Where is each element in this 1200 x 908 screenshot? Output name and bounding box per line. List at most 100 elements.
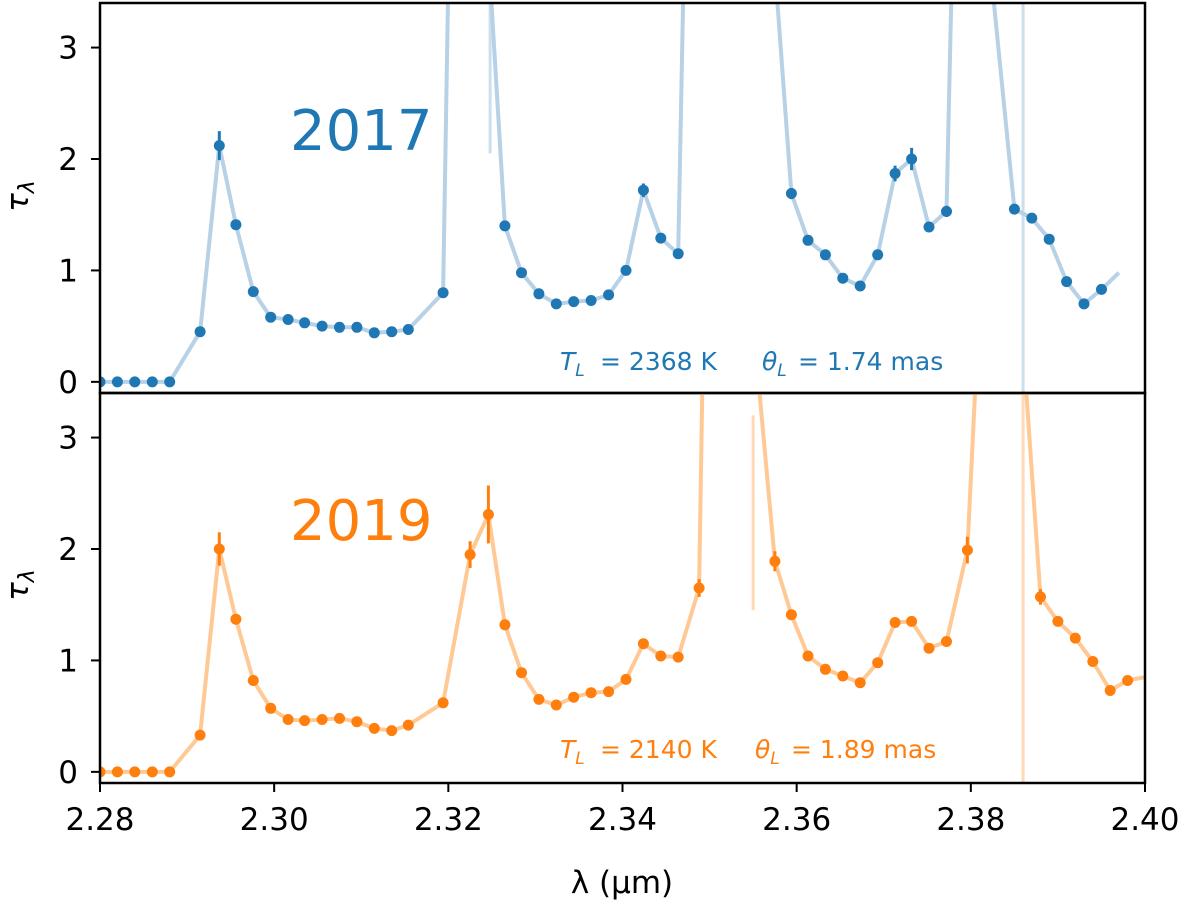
ylabel-2019: τλ [0,569,40,601]
data-point-2017 [230,219,242,231]
data-point-2017 [872,249,884,261]
data-point-2017 [351,321,363,333]
data-point-2017 [129,376,141,388]
data-point-2019 [603,686,615,698]
axes-frame-2019 [98,391,1147,785]
data-point-2019 [1104,685,1116,696]
data-point-2019 [941,636,952,647]
data-point-2019 [620,673,632,685]
xtick-label: 2.38 [936,802,1005,838]
data-point-2019 [854,677,866,689]
data-point-2017 [402,324,414,335]
xtick-label: 2.40 [1110,802,1179,838]
data-point-2017 [1096,283,1107,295]
data-point-2019 [655,650,667,662]
xtick-label: 2.32 [414,802,483,838]
svg-text:θL: θL [762,347,787,381]
data-point-2017 [1026,212,1038,224]
data-point-2019 [872,657,884,669]
data-point-2019 [230,613,242,625]
data-point-2017 [1078,298,1090,310]
data-point-2019 [213,543,225,555]
data-point-2017 [146,376,158,388]
data-point-2019 [568,691,580,703]
theta-l-2017: 1.74 mas [827,347,943,376]
data-point-2017 [672,248,684,260]
data-point-2017 [111,376,123,388]
data-point-2019 [533,693,545,705]
data-point-2019 [482,509,494,520]
data-point-2017 [334,321,345,333]
data-point-2017 [194,326,206,338]
xtick-label: 2.36 [762,802,831,838]
svg-text:= 2368 K: = 2368 K [600,347,717,376]
svg-text:TL: TL [560,735,585,769]
data-point-2019 [819,663,831,675]
svg-text:= 1.74 mas: = 1.74 mas [798,347,943,376]
xtick-label: 2.34 [588,802,657,838]
series-line-2017 [991,3,1121,306]
ytick-label: 0 [58,755,78,791]
data-point-2017 [785,188,797,199]
ytick-label: 0 [58,365,78,401]
data-point-2019 [386,725,398,737]
panel-2019: 0 1 2 3 [58,391,1147,791]
data-point-2017 [568,296,580,308]
ytick-label: 3 [58,31,78,67]
data-point-2019 [550,699,562,711]
panel-2017: 0 1 2 3 [58,1,1147,401]
data-point-2017 [655,232,667,244]
data-point-2019 [368,722,380,734]
data-point-2017 [1043,233,1055,245]
data-point-2017 [1008,203,1020,215]
data-point-2017 [499,220,511,232]
data-point-2017 [265,311,277,323]
series-line-2019 [757,393,978,685]
annotation-2017: TL = 2368 K θL = 1.74 mas [560,347,943,381]
data-point-2017 [637,184,649,196]
data-point-2017 [533,288,545,300]
svg-text:= 2140 K: = 2140 K [600,735,717,764]
data-point-2019 [1087,656,1099,667]
data-point-2017 [386,326,398,338]
data-point-2017 [282,314,294,325]
xlabel: λ (μm) [571,865,673,901]
data-point-2017 [802,234,814,246]
data-point-2017 [316,320,328,332]
data-point-2017 [603,289,615,301]
data-point-2019 [693,582,705,594]
data-point-2017 [620,264,632,276]
annotation-2019: TL = 2140 K θL = 1.89 mas [560,735,936,769]
data-point-2019 [164,766,176,778]
data-point-2017 [854,280,866,292]
data-point-2019 [961,544,973,556]
data-point-2019 [299,715,311,727]
series-line-2019 [100,393,705,774]
t-l-2019: 2140 K [629,735,718,764]
data-point-2017 [585,295,597,306]
svg-text:TL: TL [560,347,585,381]
xtick-label: 2.28 [65,802,134,838]
data-point-2019 [146,766,158,778]
data-point-2019 [672,651,684,663]
data-point-2017 [516,267,527,279]
ytick-label: 1 [58,253,78,289]
data-point-2017 [923,221,935,233]
ytick-label: 1 [58,643,78,679]
svg-text:= 1.89 mas: = 1.89 mas [791,735,936,764]
data-point-2019 [1122,675,1134,686]
data-point-2019 [316,714,328,725]
data-point-2017 [100,376,106,388]
data-point-2017 [819,249,831,261]
data-point-2019 [769,555,781,567]
data-point-2017 [837,272,849,284]
data-point-2019 [247,675,259,686]
data-point-2019 [282,714,294,725]
data-point-2019 [785,609,797,621]
data-point-2017 [164,376,176,388]
data-point-2019 [1069,632,1081,644]
data-point-2019 [802,650,814,662]
data-point-2019 [351,716,363,728]
data-point-2017 [941,205,952,217]
